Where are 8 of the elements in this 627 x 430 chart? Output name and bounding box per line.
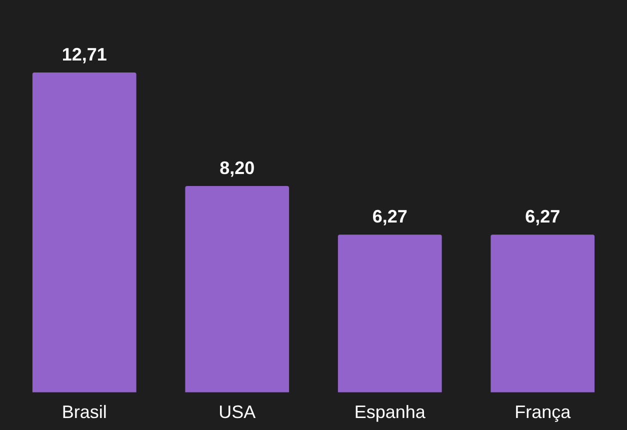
x-tick-label: Espanha bbox=[354, 402, 426, 422]
data-label: 8,20 bbox=[220, 158, 255, 178]
x-tick-label: USA bbox=[218, 402, 256, 422]
data-label: 6,27 bbox=[525, 206, 560, 227]
data-label: 6,27 bbox=[372, 206, 408, 227]
x-tick-label: França bbox=[514, 402, 572, 422]
data-label: 12,71 bbox=[62, 44, 107, 64]
x-tick-label: Brasil bbox=[62, 402, 107, 422]
